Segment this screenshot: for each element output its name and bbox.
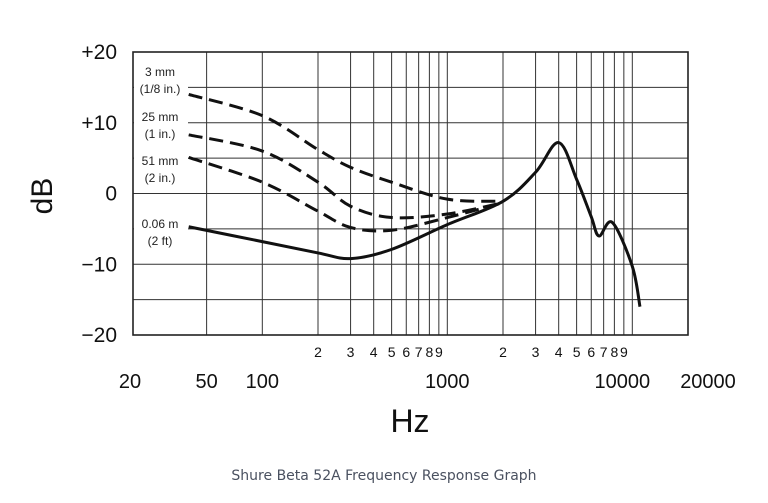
y-axis-label: dB	[26, 178, 59, 215]
series-label: 0.06 m	[142, 217, 179, 231]
series-label-bg	[134, 216, 188, 252]
x-minor-tick-label: 2	[499, 344, 507, 360]
x-major-tick-label: 10000	[594, 371, 650, 393]
series-label-bg	[134, 109, 188, 145]
series-label-bg	[134, 153, 188, 189]
x-major-tick-label: 20000	[680, 371, 736, 393]
x-minor-tick-label: 7	[600, 344, 608, 360]
x-minor-tick-label: 2	[314, 344, 322, 360]
x-axis-label: Hz	[390, 403, 429, 439]
x-major-tick-label: 50	[195, 371, 217, 393]
x-minor-tick-label: 6	[402, 344, 410, 360]
series-label: 25 mm	[142, 110, 179, 124]
x-minor-tick-label: 5	[573, 344, 581, 360]
x-minor-tick-label: 7	[415, 344, 423, 360]
series-label: (2 ft)	[148, 234, 173, 248]
chart-caption: Shure Beta 52A Frequency Response Graph	[231, 468, 537, 484]
y-tick-label: 0	[105, 183, 117, 206]
tick-labels: +20+100−10−202 3 4 5 6 7 8 9 2 3 4 5 6 7 8 920 50 100 1000…	[81, 41, 735, 393]
curves	[188, 93, 642, 307]
x-minor-tick-label: 8	[610, 344, 618, 360]
series-curve-1	[188, 133, 504, 220]
series-label: 51 mm	[142, 154, 179, 168]
x-minor-tick-label: 5	[388, 344, 396, 360]
series-labels: 3 mm (1/8 in.) 25 mm (1 in.) 51 mm (2 in.) 0.0…	[134, 64, 188, 252]
series-curve-2	[188, 155, 504, 233]
x-minor-tick-label: 9	[435, 344, 443, 360]
y-tick-label: +10	[81, 112, 117, 135]
y-tick-label: −10	[81, 253, 117, 276]
y-tick-label: +20	[81, 41, 117, 64]
x-minor-tick-label: 8	[425, 344, 433, 360]
series-label: (2 in.)	[145, 171, 176, 185]
series-curve-0	[188, 93, 504, 203]
x-major-tick-label: 1000	[425, 371, 470, 393]
series-label: 3 mm	[145, 65, 175, 79]
series-label-bg	[134, 64, 188, 100]
x-minor-tick-label: 9	[620, 344, 628, 360]
y-tick-label: −20	[81, 324, 117, 347]
x-minor-tick-label: 3	[532, 344, 540, 360]
x-minor-tick-label: 6	[587, 344, 595, 360]
x-major-tick-label: 20	[119, 371, 141, 393]
series-curve-3	[188, 141, 642, 307]
grid	[132, 51, 689, 336]
series-label: (1/8 in.)	[140, 82, 181, 96]
x-minor-tick-label: 3	[347, 344, 355, 360]
x-major-tick-label: 100	[246, 371, 279, 393]
plot-border	[132, 51, 689, 336]
series-label: (1 in.)	[145, 127, 176, 141]
x-minor-tick-label: 4	[555, 344, 563, 360]
x-minor-tick-label: 4	[370, 344, 378, 360]
